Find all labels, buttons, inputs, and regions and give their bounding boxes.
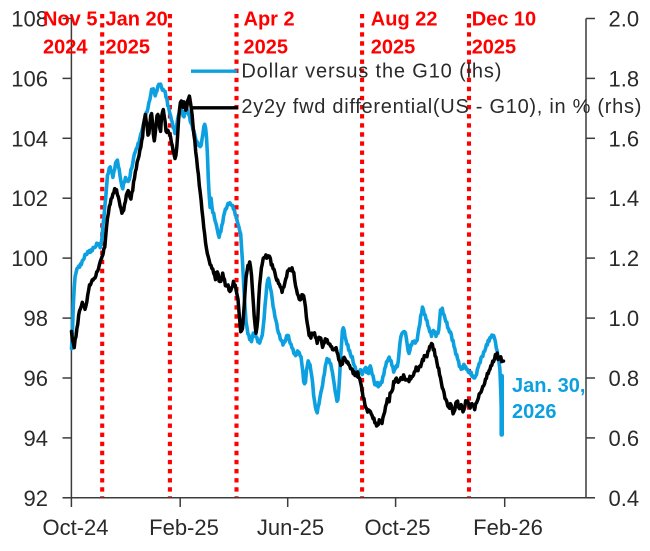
svg-text:108: 108 bbox=[11, 7, 48, 32]
svg-text:2025: 2025 bbox=[472, 36, 517, 58]
svg-text:102: 102 bbox=[11, 186, 48, 211]
svg-text:Apr 2: Apr 2 bbox=[244, 9, 295, 31]
svg-text:2026: 2026 bbox=[512, 401, 557, 423]
svg-text:104: 104 bbox=[11, 126, 48, 151]
svg-text:2025: 2025 bbox=[371, 36, 416, 58]
svg-text:1.6: 1.6 bbox=[609, 126, 640, 151]
svg-text:Jun-25: Jun-25 bbox=[257, 515, 324, 540]
svg-text:1.0: 1.0 bbox=[609, 306, 640, 331]
svg-text:0.8: 0.8 bbox=[609, 366, 640, 391]
svg-text:Oct-24: Oct-24 bbox=[42, 515, 108, 540]
svg-text:92: 92 bbox=[24, 486, 48, 511]
svg-text:100: 100 bbox=[11, 246, 48, 271]
svg-text:Feb-25: Feb-25 bbox=[149, 515, 219, 540]
svg-text:Jan. 30,: Jan. 30, bbox=[512, 375, 585, 397]
svg-text:2025: 2025 bbox=[244, 36, 289, 58]
svg-text:2024: 2024 bbox=[43, 36, 88, 58]
svg-text:2y2y fwd differential(US - G10: 2y2y fwd differential(US - G10), in % (r… bbox=[241, 96, 642, 118]
svg-text:98: 98 bbox=[24, 306, 48, 331]
svg-text:106: 106 bbox=[11, 66, 48, 91]
svg-text:Dec 10: Dec 10 bbox=[472, 9, 537, 31]
svg-text:Aug 22: Aug 22 bbox=[371, 9, 438, 31]
svg-text:96: 96 bbox=[24, 366, 48, 391]
svg-text:0.6: 0.6 bbox=[609, 426, 640, 451]
svg-text:0.4: 0.4 bbox=[609, 486, 640, 511]
svg-text:Oct-25: Oct-25 bbox=[364, 515, 430, 540]
svg-text:2.0: 2.0 bbox=[609, 7, 640, 32]
svg-text:94: 94 bbox=[24, 426, 48, 451]
svg-text:Jan 20: Jan 20 bbox=[106, 9, 168, 31]
svg-text:Nov 5: Nov 5 bbox=[43, 9, 97, 31]
svg-text:1.4: 1.4 bbox=[609, 186, 640, 211]
svg-text:Dollar versus the G10 (lhs): Dollar versus the G10 (lhs) bbox=[241, 61, 502, 83]
svg-text:1.8: 1.8 bbox=[609, 66, 640, 91]
svg-text:Feb-26: Feb-26 bbox=[473, 515, 543, 540]
svg-text:2025: 2025 bbox=[106, 36, 151, 58]
svg-text:1.2: 1.2 bbox=[609, 246, 640, 271]
